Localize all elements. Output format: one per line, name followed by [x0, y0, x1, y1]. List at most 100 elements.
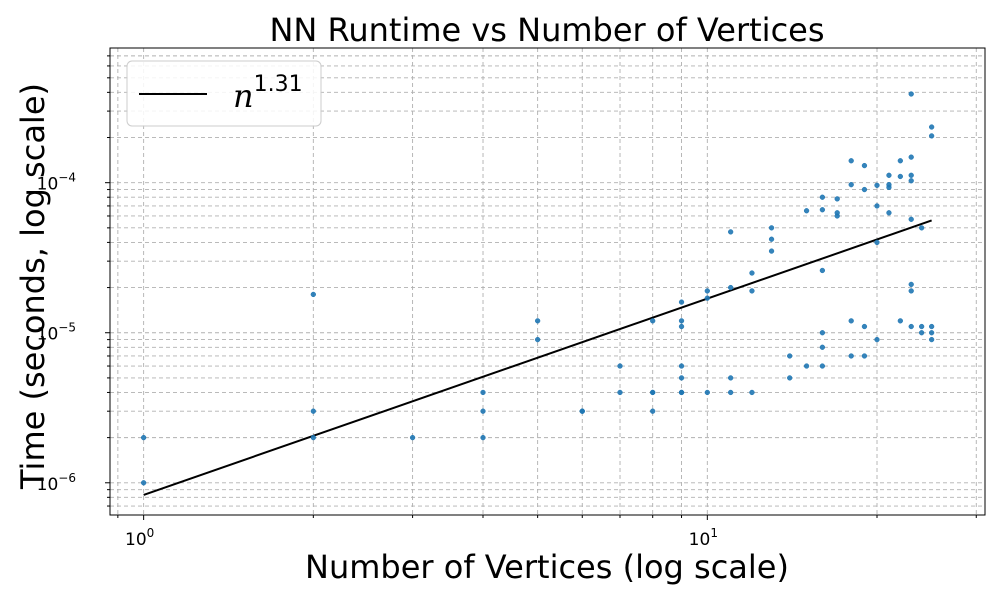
data-point — [928, 323, 935, 330]
legend-label-base: n — [233, 77, 254, 115]
data-point — [678, 389, 685, 396]
data-point — [908, 91, 914, 97]
data-point — [480, 408, 486, 414]
data-point — [848, 353, 854, 359]
data-point — [908, 154, 914, 160]
data-point — [803, 363, 810, 369]
data-point — [480, 389, 486, 396]
x-axis-label: Number of Vertices (log scale) — [305, 548, 789, 586]
data-point — [918, 330, 925, 336]
data-point — [650, 389, 656, 396]
data-point — [819, 194, 826, 200]
data-point — [928, 336, 935, 343]
y-tick-label: 10−6 — [37, 471, 76, 495]
data-point — [886, 172, 892, 178]
data-point — [908, 288, 914, 294]
data-point — [908, 216, 914, 222]
data-point — [874, 239, 880, 246]
data-point — [704, 295, 710, 301]
data-point — [749, 270, 755, 276]
data-point — [787, 375, 793, 381]
data-point — [787, 353, 793, 359]
data-point — [409, 434, 416, 441]
data-point — [834, 210, 840, 216]
data-point — [897, 158, 903, 164]
data-point — [310, 408, 316, 414]
chart-title: NN Runtime vs Number of Vertices — [269, 11, 824, 49]
data-point — [678, 375, 685, 381]
data-point — [834, 196, 840, 202]
data-point — [678, 363, 685, 369]
legend: n1.31 — [126, 60, 322, 127]
data-point — [918, 323, 925, 330]
data-point — [704, 389, 710, 396]
data-point — [908, 178, 914, 184]
data-point — [848, 318, 854, 324]
legend-box — [126, 60, 322, 127]
data-point — [310, 434, 316, 441]
data-point — [928, 133, 935, 139]
plot-frame — [109, 47, 986, 516]
data-point — [749, 389, 755, 396]
data-point — [650, 318, 656, 324]
data-point — [803, 208, 810, 214]
fit-line — [143, 219, 932, 496]
data-point — [678, 318, 685, 324]
fit-line-series — [143, 219, 932, 496]
data-point — [140, 480, 147, 486]
data-point — [819, 330, 826, 336]
data-point — [874, 336, 880, 343]
data-point — [861, 162, 868, 169]
y-tick-label: 10−5 — [37, 321, 76, 345]
data-point — [728, 389, 734, 396]
data-point — [678, 323, 685, 330]
data-point — [768, 248, 775, 254]
data-point — [848, 182, 854, 188]
data-point — [617, 363, 623, 369]
y-axis-label: Time (seconds, log scale) — [14, 83, 52, 490]
data-point — [908, 172, 914, 178]
data-point — [579, 408, 585, 414]
data-point — [768, 236, 775, 242]
data-point — [861, 353, 868, 359]
data-point — [819, 267, 826, 274]
data-point — [728, 284, 734, 291]
data-point — [678, 299, 685, 305]
data-point — [704, 288, 710, 294]
data-point — [928, 124, 935, 130]
legend-label: n1.31 — [233, 72, 303, 115]
data-point — [874, 182, 880, 188]
data-point — [908, 281, 914, 288]
data-point — [886, 210, 892, 216]
data-point — [861, 323, 868, 330]
data-point — [310, 291, 316, 298]
x-tick-label: 100 — [125, 526, 154, 550]
x-tick-label: 101 — [689, 526, 718, 550]
data-point — [650, 408, 656, 414]
data-point — [886, 182, 892, 188]
data-point — [897, 318, 903, 324]
data-point — [908, 323, 914, 330]
data-point — [728, 229, 734, 235]
data-point — [749, 288, 755, 294]
data-point — [918, 225, 925, 231]
data-point — [480, 434, 486, 441]
data-point — [534, 318, 541, 324]
data-point — [928, 330, 935, 336]
data-point — [728, 375, 734, 381]
legend-label-exponent: 1.31 — [254, 72, 303, 97]
data-point — [861, 186, 868, 193]
data-point — [819, 207, 826, 213]
data-point — [140, 434, 147, 441]
data-point — [768, 225, 775, 231]
data-point — [534, 336, 541, 343]
data-point — [848, 158, 854, 164]
y-tick-label: 10−4 — [37, 171, 76, 195]
data-point — [819, 363, 826, 369]
data-point — [819, 344, 826, 350]
data-point — [874, 203, 880, 209]
data-point — [897, 173, 903, 180]
scatter-series — [140, 91, 935, 486]
axis-ticks: 100 101 10−6 10−5 10−4 — [37, 55, 977, 550]
